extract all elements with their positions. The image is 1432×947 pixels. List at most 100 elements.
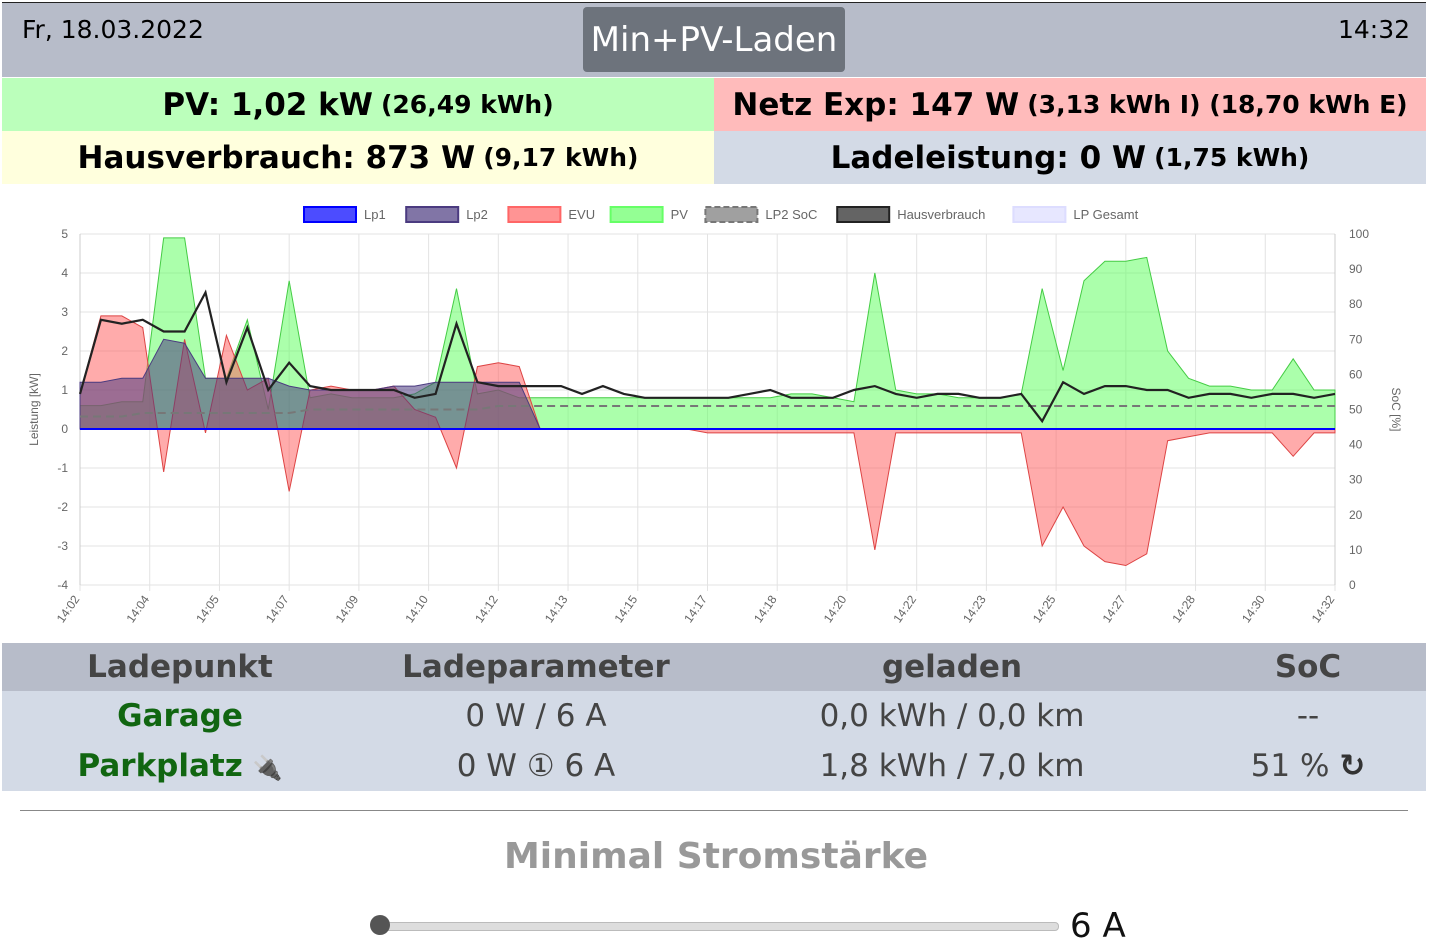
charge-energy-label: (1,75 kWh) <box>1154 143 1310 172</box>
x-tick-label: 14:05 <box>193 592 222 625</box>
charge-power-label: Ladeleistung: 0 W <box>830 139 1147 176</box>
y-tick-label: 5 <box>61 227 68 241</box>
legend-swatch <box>609 206 664 223</box>
y2-tick-label: 30 <box>1349 473 1363 487</box>
charge-parameter: 0 W ① 6 A <box>456 748 616 784</box>
y-axis-label: Leistung [kW] <box>27 373 41 446</box>
x-tick-label: 14:17 <box>681 592 710 625</box>
y2-tick-label: 90 <box>1349 262 1363 276</box>
min-current-slider-track[interactable] <box>379 922 1059 931</box>
house-energy-label: (9,17 kWh) <box>483 143 639 172</box>
y2-tick-label: 70 <box>1349 332 1363 346</box>
x-tick-label: 14:22 <box>890 592 919 625</box>
x-tick-label: 14:07 <box>263 592 292 625</box>
charged-amount: 1,8 kWh / 7,0 km <box>819 748 1085 784</box>
top-bar: Fr, 18.03.2022 Min+PV-Laden 14:32 <box>2 2 1426 77</box>
x-tick-label: 14:02 <box>54 592 83 625</box>
charge-point-name[interactable]: Parkplatz <box>77 748 243 784</box>
legend-label: LP Gesamt <box>1073 207 1138 222</box>
col-header-soc: SoC <box>1274 649 1342 685</box>
col-header-ladepunkt: Ladepunkt <box>87 649 273 685</box>
refresh-icon[interactable]: ↻ <box>1339 748 1366 784</box>
evu-area <box>79 315 1336 567</box>
charge-points-table: Ladepunkt Ladeparameter geladen SoC Gara… <box>2 643 1426 791</box>
charged-amount: 0,0 kWh / 0,0 km <box>819 698 1085 734</box>
charging-power-summary: Ladeleistung: 0 W (1,75 kWh) <box>714 131 1426 184</box>
plug-icon: 🔌 <box>252 754 283 782</box>
x-tick-label: 14:12 <box>472 592 501 625</box>
y2-tick-label: 20 <box>1349 508 1363 522</box>
charge-point-name[interactable]: Garage <box>117 698 243 734</box>
y-tick-label: 3 <box>61 305 68 319</box>
y2-tick-label: 10 <box>1349 543 1363 557</box>
legend-label: Lp2 <box>466 207 488 222</box>
charge-mode-button[interactable]: Min+PV-Laden <box>583 7 845 72</box>
y2-tick-label: 60 <box>1349 367 1363 381</box>
divider <box>20 810 1408 811</box>
col-header-geladen: geladen <box>881 649 1023 685</box>
legend-swatch <box>507 206 562 223</box>
x-tick-label: 14:23 <box>960 592 989 625</box>
legend-label: LP2 SoC <box>765 207 817 222</box>
y2-tick-label: 100 <box>1349 227 1369 241</box>
y2-tick-label: 40 <box>1349 438 1363 452</box>
x-tick-label: 14:30 <box>1239 592 1268 625</box>
table-row[interactable]: Garage 0 W / 6 A 0,0 kWh / 0,0 km -- <box>2 691 1426 741</box>
y-tick-label: -1 <box>57 461 68 475</box>
charge-point-cell[interactable]: Parkplatz 🔌 <box>2 748 358 784</box>
date-display: Fr, 18.03.2022 <box>22 15 204 44</box>
col-header-ladeparameter: Ladeparameter <box>402 649 670 685</box>
y2-axis-label: SoC [%] <box>1389 387 1403 431</box>
y-tick-label: -3 <box>57 539 68 553</box>
soc-value: -- <box>1296 698 1320 734</box>
min-current-slider-thumb[interactable] <box>370 915 390 935</box>
x-tick-label: 14:13 <box>542 592 571 625</box>
table-header: Ladepunkt Ladeparameter geladen SoC <box>2 643 1426 691</box>
charge-parameter: 0 W / 6 A <box>465 698 607 734</box>
x-tick-label: 14:28 <box>1169 592 1198 625</box>
soc-line <box>80 404 1335 418</box>
grid-export-summary: Netz Exp: 147 W (3,13 kWh I) (18,70 kWh E… <box>714 78 1426 131</box>
x-tick-label: 14:27 <box>1100 592 1129 625</box>
house-power-label: Hausverbrauch: 873 W <box>77 139 476 176</box>
power-chart[interactable]: -4-3-2-1012345010203040506070809010014:0… <box>0 195 1432 635</box>
x-tick-label: 14:32 <box>1309 592 1338 625</box>
house-line <box>78 289 1336 424</box>
x-tick-label: 14:18 <box>751 592 780 625</box>
legend-swatch <box>1012 206 1067 223</box>
house-consumption-summary: Hausverbrauch: 873 W (9,17 kWh) <box>2 131 714 184</box>
x-tick-label: 14:10 <box>402 592 431 625</box>
x-tick-label: 14:25 <box>1030 592 1059 625</box>
legend-label: Hausverbrauch <box>897 207 985 222</box>
y-tick-label: 1 <box>61 383 68 397</box>
x-tick-label: 14:09 <box>333 592 362 625</box>
y-tick-label: 2 <box>61 344 68 358</box>
legend-swatch <box>303 206 357 223</box>
table-row[interactable]: Parkplatz 🔌 0 W ① 6 A 1,8 kWh / 7,0 km 5… <box>2 741 1426 791</box>
soc-value: 51 % <box>1250 748 1330 784</box>
y-tick-label: -2 <box>57 500 68 514</box>
y-tick-label: 4 <box>61 266 68 280</box>
grid-energy-label: (3,13 kWh I) (18,70 kWh E) <box>1027 90 1408 119</box>
time-display: 14:32 <box>1337 15 1410 44</box>
grid-power-label: Netz Exp: 147 W <box>732 86 1020 123</box>
min-current-label: Minimal Stromstärke <box>503 836 929 877</box>
y-tick-label: -4 <box>57 578 68 592</box>
legend-swatch <box>704 206 759 223</box>
x-tick-label: 14:15 <box>612 592 641 625</box>
legend-label: EVU <box>568 207 595 222</box>
legend-swatch <box>836 206 891 223</box>
legend-label: PV <box>671 207 689 222</box>
pv-power-label: PV: 1,02 kW <box>162 86 373 123</box>
legend-label: Lp1 <box>364 207 386 222</box>
y2-tick-label: 80 <box>1349 297 1363 311</box>
legend-swatch <box>405 206 460 223</box>
min-current-value: 6 A <box>1070 906 1126 946</box>
x-tick-label: 14:20 <box>821 592 850 625</box>
y2-tick-label: 50 <box>1349 403 1363 417</box>
y2-tick-label: 0 <box>1349 578 1356 592</box>
x-tick-label: 14:04 <box>123 592 152 625</box>
pv-power-summary: PV: 1,02 kW (26,49 kWh) <box>2 78 714 131</box>
y-tick-label: 0 <box>61 422 68 436</box>
soc-cell: 51 % ↻ <box>1190 748 1426 784</box>
